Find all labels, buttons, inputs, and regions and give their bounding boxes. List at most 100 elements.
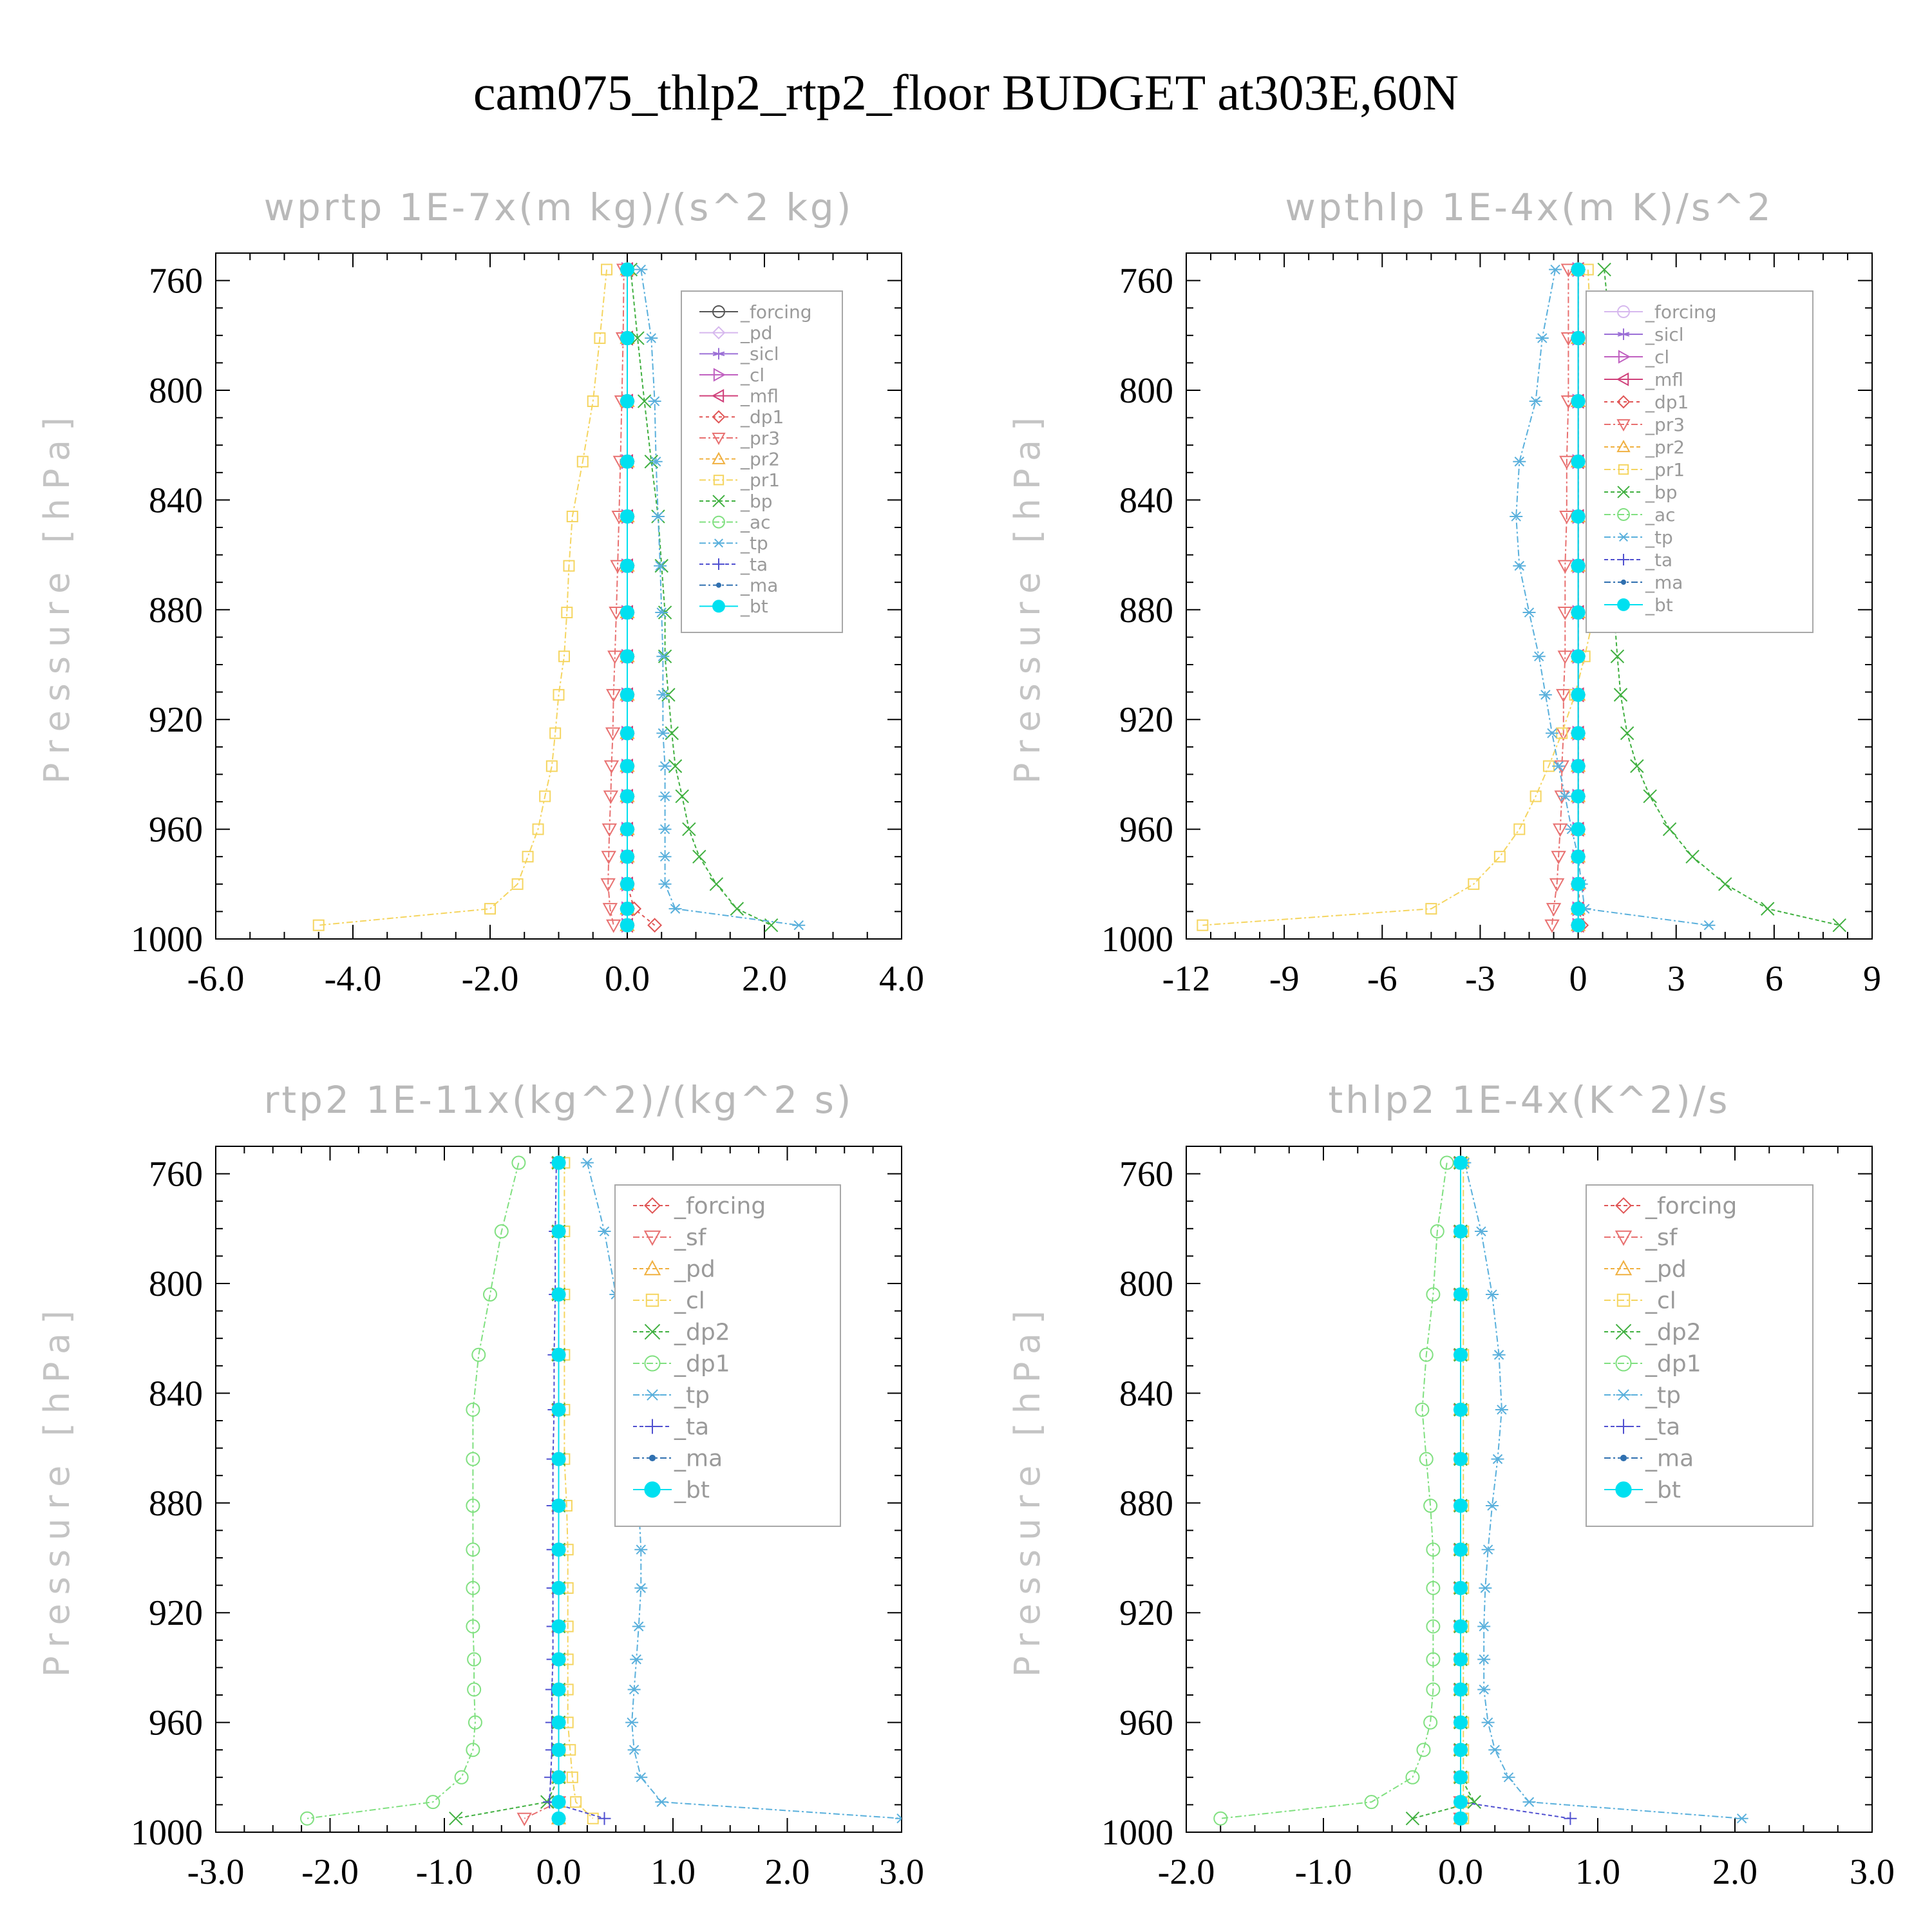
data-point-bp — [630, 331, 645, 345]
series-line-dp1 — [307, 1162, 520, 1819]
data-point-bt — [1454, 1499, 1468, 1513]
panel-title: wpthlp 1E-4x(m K)/s^2 — [1285, 185, 1773, 229]
data-point-bt — [1454, 1743, 1468, 1757]
data-point-tp — [634, 264, 648, 275]
x-tick-label: 2.0 — [765, 1852, 810, 1892]
plot-area — [312, 261, 806, 933]
x-tick-label: 3.0 — [1850, 1852, 1895, 1892]
legend-label-forcing: _forcing — [1645, 1193, 1737, 1220]
series-line-pr3 — [607, 269, 625, 925]
data-point-pr3 — [600, 878, 616, 892]
series-bt — [1571, 262, 1586, 933]
data-point-bp — [1620, 726, 1634, 741]
data-point-dp1 — [468, 1715, 482, 1730]
legend-label-dp1: _dp1 — [1645, 1351, 1701, 1378]
legend-label-cl: _cl — [674, 1288, 705, 1314]
legend-label-pr1: _pr1 — [1645, 459, 1685, 480]
y-tick-label: 1000 — [1101, 1813, 1173, 1853]
series-line-dp1 — [1220, 1162, 1448, 1819]
data-point-dp1 — [466, 1402, 480, 1417]
data-point-tp — [668, 904, 682, 914]
data-point-tp — [655, 1797, 668, 1807]
data-point-bt — [1454, 1347, 1468, 1362]
ticks: 760 800 840 880 920 960 1000-2.0 -1.0 0.0 1.0 2.0 3… — [1101, 1146, 1895, 1892]
legend: _forcing _sf _pd _cl _dp2 _dp1 _tp _ta _ma _bt — [614, 1184, 841, 1527]
data-point-bt — [551, 1499, 566, 1513]
data-point-tp — [1477, 1654, 1491, 1665]
data-point-tp — [1479, 1583, 1492, 1593]
legend-label-ac: _ac — [1645, 504, 1676, 526]
data-point-tp — [656, 728, 670, 739]
data-point-pr3 — [606, 919, 621, 933]
panel-2: wpthlp 1E-4x(m K)/s^2 Pressure [hPa] 760 80… — [1007, 185, 1881, 999]
data-point-tp — [1558, 791, 1572, 802]
y-axis-label: Pressure [hPa] — [1007, 1302, 1048, 1677]
legend-marker-ta — [1618, 554, 1629, 565]
legend-label-sicl: _sicl — [740, 343, 779, 365]
x-tick-label: 0.0 — [536, 1852, 582, 1892]
data-point-bp — [1630, 759, 1644, 773]
legend-label-ta: _ta — [674, 1414, 709, 1441]
data-point-dp1 — [466, 1743, 480, 1757]
y-tick-label: 800 — [149, 1264, 203, 1304]
plot-area — [1197, 261, 1846, 933]
legend-box — [681, 290, 843, 633]
x-tick-label: 3 — [1667, 959, 1685, 999]
plot-area — [300, 1155, 902, 1826]
data-point-tp — [658, 761, 672, 772]
data-point-tp — [658, 851, 672, 862]
data-point-bp — [1597, 262, 1611, 277]
series-tp — [1458, 1157, 1748, 1824]
legend-marker-ma — [1620, 1454, 1627, 1462]
legend-label-pr1: _pr1 — [740, 469, 780, 491]
legend-label-dp2: _dp2 — [674, 1320, 730, 1346]
data-point-pr1 — [539, 790, 551, 802]
data-point-pr1 — [594, 332, 606, 345]
data-point-tp — [1549, 264, 1562, 275]
legend-label-ac: _ac — [740, 511, 771, 533]
data-point-tp — [1495, 1405, 1508, 1415]
legend-label-sf: _sf — [674, 1225, 707, 1251]
data-point-dp1 — [1426, 1652, 1441, 1667]
x-tick-label: 3.0 — [879, 1852, 924, 1892]
figure-title: cam075_thlp2_rtp2_floor BUDGET at303E,60… — [473, 64, 1459, 120]
panel-1: wprtp 1E-7x(m kg)/(s^2 kg) Pressure [hPa]… — [37, 185, 924, 999]
x-tick-label: 0 — [1569, 959, 1587, 999]
panel-title: thlp2 1E-4x(K^2)/s — [1328, 1078, 1730, 1122]
x-tick-label: 6 — [1765, 959, 1783, 999]
data-point-tp — [645, 333, 658, 343]
legend-label-sf: _sf — [1645, 1225, 1678, 1251]
x-tick-label: 1.0 — [650, 1852, 696, 1892]
data-point-bp — [1718, 877, 1732, 891]
data-point-pr3 — [601, 823, 618, 837]
data-point-pr3 — [1557, 560, 1573, 574]
data-point-dp1 — [467, 1682, 482, 1697]
series-pr3 — [1544, 263, 1577, 933]
y-tick-label: 840 — [149, 480, 203, 520]
data-point-bp — [709, 877, 724, 891]
data-point-tp — [651, 511, 665, 522]
data-point-tp — [1522, 607, 1536, 618]
data-point-dp1 — [454, 1770, 469, 1785]
data-point-bt — [1571, 558, 1586, 573]
y-tick-label: 880 — [149, 1484, 203, 1524]
y-tick-label: 840 — [1119, 480, 1173, 520]
data-point-bt — [1571, 687, 1586, 702]
data-point-pr1 — [563, 560, 575, 572]
legend-marker-bp — [712, 495, 725, 507]
legend-label-forcing: _forcing — [1645, 301, 1717, 323]
y-tick-label: 880 — [149, 591, 203, 630]
data-point-bt — [1454, 1402, 1468, 1417]
data-point-tp — [649, 457, 663, 467]
data-point-pr1 — [561, 607, 573, 619]
data-point-bt — [551, 1224, 566, 1239]
data-point-tp — [1491, 1454, 1504, 1464]
data-point-bp — [1685, 849, 1700, 864]
legend-label-forcing: _forcing — [740, 301, 812, 323]
data-point-tp — [627, 1745, 641, 1755]
y-tick-label: 920 — [149, 700, 203, 740]
data-point-tp — [658, 824, 672, 835]
series-dp1 — [300, 1155, 526, 1826]
x-tick-label: -3.0 — [187, 1852, 245, 1892]
data-point-bt — [551, 1743, 566, 1757]
